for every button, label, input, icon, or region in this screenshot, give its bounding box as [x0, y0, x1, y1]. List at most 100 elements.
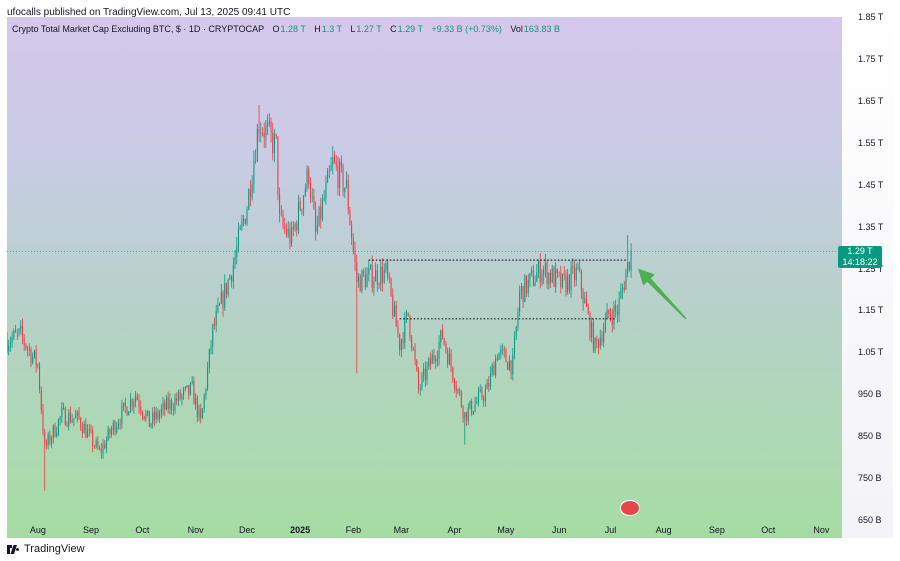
- candle: [364, 267, 366, 291]
- candle: [515, 325, 517, 341]
- candle: [220, 284, 222, 305]
- candle: [325, 175, 327, 205]
- candle: [153, 406, 155, 427]
- candle: [25, 343, 27, 351]
- candle: [429, 352, 432, 370]
- candle: [591, 317, 593, 343]
- candle: [7, 332, 8, 354]
- candle: [78, 406, 80, 420]
- time-axis-tick: Jul: [604, 525, 617, 535]
- candle: [328, 165, 330, 179]
- candle: [299, 197, 301, 212]
- candle: [393, 300, 396, 318]
- candle: [40, 386, 42, 415]
- candle: [378, 282, 380, 289]
- candle: [177, 389, 179, 407]
- chart-frame: Crypto Total Market Cap Excluding BTC, $…: [7, 12, 893, 538]
- time-axis-tick: May: [497, 525, 515, 535]
- legend-close-value: 1.29 T: [397, 24, 423, 34]
- candle: [184, 386, 186, 392]
- candle: [69, 406, 71, 424]
- candle: [136, 392, 138, 401]
- legend-open-value: 1.28 T: [280, 24, 306, 34]
- candle: [337, 156, 339, 196]
- candle: [239, 224, 241, 231]
- candle: [548, 271, 550, 290]
- candle: [200, 403, 202, 424]
- candle: [327, 168, 329, 184]
- plot-area[interactable]: Crypto Total Market Cap Excluding BTC, $…: [7, 17, 842, 520]
- candle: [397, 319, 399, 338]
- candle: [217, 297, 219, 314]
- legend-low-value: 1.27 T: [356, 24, 382, 34]
- candle: [212, 323, 214, 355]
- candle: [356, 254, 358, 374]
- bar-countdown: 14:18:22: [842, 256, 878, 267]
- candle: [538, 259, 540, 279]
- candle: [431, 349, 433, 365]
- price-axis-tick: 650 B: [858, 515, 882, 525]
- legend-title: Crypto Total Market Cap Excluding BTC, $…: [12, 24, 264, 34]
- candle: [440, 329, 442, 349]
- candle: [90, 424, 92, 434]
- candle: [87, 424, 89, 438]
- candle: [532, 264, 534, 287]
- candle: [268, 113, 270, 128]
- candle: [73, 418, 75, 427]
- candle: [208, 348, 210, 374]
- published-by-text: ufocalls published on TradingView.com, J…: [7, 7, 291, 18]
- candle: [383, 263, 385, 284]
- candle: [520, 282, 522, 300]
- candle: [61, 401, 63, 423]
- candle: [157, 408, 159, 422]
- candle: [316, 215, 318, 235]
- candle: [534, 275, 536, 287]
- candle: [234, 249, 236, 269]
- candle: [405, 310, 408, 323]
- candle: [273, 128, 275, 163]
- candle: [147, 410, 149, 417]
- candle: [517, 307, 519, 331]
- us-flag-event-icon[interactable]: [620, 500, 641, 516]
- price-axis-tick: 1.35 T: [858, 221, 884, 232]
- candle: [620, 283, 622, 299]
- candle: [258, 105, 260, 142]
- candle: [550, 269, 552, 288]
- price-axis[interactable]: 1.85 T 1.75 T 1.65 T 1.55 T 1.45 T 1.35 T 1.25…: [842, 12, 893, 538]
- candle: [472, 411, 474, 415]
- candle: [474, 396, 476, 413]
- candle: [436, 350, 438, 367]
- candle: [441, 324, 444, 340]
- candle: [21, 318, 23, 345]
- candle: [522, 285, 524, 309]
- candle: [279, 187, 281, 223]
- candle: [555, 262, 557, 293]
- candle: [411, 334, 413, 352]
- candle: [201, 407, 203, 419]
- time-axis-tick: Aug: [655, 525, 672, 535]
- candle: [152, 407, 154, 429]
- candle: [133, 398, 135, 414]
- legend-open-label: O: [272, 24, 280, 34]
- candle: [570, 260, 572, 298]
- candle: [186, 385, 188, 388]
- candle: [577, 261, 579, 270]
- footer-brand: TradingView: [24, 543, 85, 555]
- candle: [301, 208, 303, 216]
- candle: [484, 384, 486, 407]
- candle: [574, 259, 576, 287]
- candle: [140, 400, 142, 416]
- price-axis-tick: 750 B: [858, 473, 882, 484]
- candle: [376, 264, 378, 292]
- candle: [562, 273, 564, 289]
- price-axis-tick: 1.15 T: [858, 305, 884, 316]
- time-axis[interactable]: Aug Sep Oct Nov Dec 2025 Feb Mar Apr May Jun Jul Aug…: [7, 520, 842, 538]
- candle: [172, 402, 174, 416]
- candle: [23, 334, 25, 352]
- candle: [309, 177, 311, 204]
- candle: [459, 387, 461, 396]
- candle: [56, 426, 58, 438]
- candle: [9, 336, 11, 352]
- time-axis-tick: Mar: [393, 525, 410, 535]
- candle: [30, 346, 32, 368]
